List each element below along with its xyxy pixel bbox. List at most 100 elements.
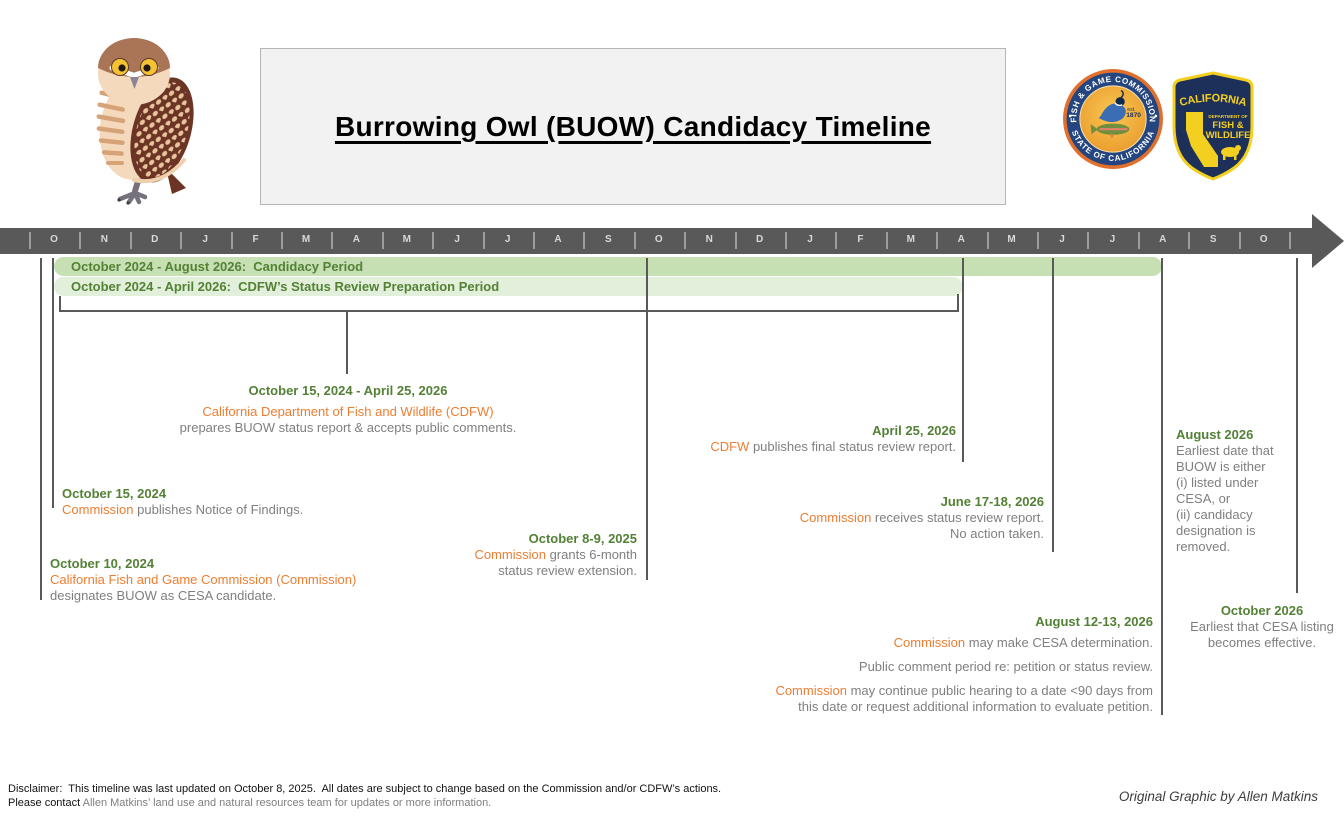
seal-est-text: est.: [1127, 107, 1135, 113]
event-body: No action taken.: [950, 526, 1044, 541]
event-oct-8-9-2025: October 8-9, 2025 Commission grants 6-mo…: [377, 531, 637, 579]
badge-name-line1: FISH &: [1212, 120, 1243, 131]
event-date: October 8-9, 2025: [528, 531, 637, 546]
month-label: M: [906, 234, 915, 245]
month-label: A: [352, 234, 361, 245]
event-body: becomes effective.: [1207, 635, 1317, 650]
text-line: (i) listed under: [1176, 475, 1259, 490]
event-body: Public comment period re: petition or st…: [858, 659, 1153, 674]
event-oct-2026: October 2026 Earliest that CESA listing …: [1168, 603, 1344, 651]
month-tick: [1238, 232, 1241, 249]
month-label: N: [705, 234, 713, 245]
month-tick: [79, 232, 82, 249]
month-label: J: [454, 234, 460, 245]
svg-text:CALIFORNIA: CALIFORNIA: [1178, 92, 1248, 109]
line-apr-25-2026: [962, 258, 964, 462]
prep-period-bar: October 2024 - April 2026: CDFW’s Status…: [54, 277, 963, 296]
burrowing-owl-illustration: [96, 38, 194, 205]
month-label: J: [1109, 234, 1116, 245]
event-body: this date or request additional informat…: [798, 699, 1153, 714]
month-label: D: [755, 234, 764, 245]
month-tick: [734, 232, 737, 249]
text-line: designation is: [1176, 523, 1256, 538]
cdfw-badge: CALIFORNIA DEPARTMENT OF FISH & WILDLIFE: [1172, 71, 1254, 181]
event-apr-25-2026: April 25, 2026 CDFW publishes final stat…: [626, 423, 956, 455]
timeline-axis: [0, 228, 1312, 254]
text-line: (ii) candidacy: [1176, 507, 1253, 522]
month-label: S: [605, 234, 612, 245]
text-line: BUOW is either: [1176, 459, 1266, 474]
month-tick: [482, 232, 485, 249]
month-tick: [230, 232, 233, 249]
month-label: F: [252, 234, 259, 245]
fish-and-game-commission-seal: FISH & GAME COMMISSION STATE OF CALIFORN…: [1063, 69, 1163, 169]
month-label: J: [504, 234, 511, 245]
month-tick: [583, 232, 586, 249]
month-label: J: [1059, 234, 1065, 245]
event-prep-period: October 15, 2024 - April 25, 2026 Califo…: [140, 383, 556, 436]
month-tick: [129, 232, 132, 249]
text-line: Earliest date that: [1176, 443, 1274, 458]
month-label: M: [402, 234, 411, 245]
event-date: October 15, 2024 - April 25, 2026: [248, 383, 448, 398]
month-label: M: [1007, 234, 1016, 245]
owl-beak: [130, 77, 139, 89]
month-tick: [1188, 232, 1191, 249]
month-tick: [885, 232, 888, 249]
event-date: June 17-18, 2026: [940, 494, 1044, 509]
month-label: A: [554, 234, 562, 245]
seal-trout-icon: [1090, 123, 1130, 139]
month-tick: [684, 232, 687, 249]
owl-head: [98, 38, 170, 105]
owl-wing-edge: [132, 158, 186, 183]
event-oct-15-2024: October 15, 2024 Commission publishes No…: [62, 486, 303, 518]
page-title: Burrowing Owl (BUOW) Candidacy Timeline: [334, 110, 932, 142]
disclaimer-line-1: Disclaimer: This timeline was last updat…: [8, 783, 722, 795]
badge-california-shape: [1186, 112, 1218, 167]
bracket-left: [59, 296, 61, 312]
event-date: August 2026: [1176, 427, 1254, 442]
month-label: A: [957, 234, 965, 245]
month-tick: [1037, 232, 1039, 249]
title-box: Burrowing Owl (BUOW) Candidacy Timeline: [260, 48, 1006, 205]
badge-dept-text: DEPARTMENT OF: [1208, 114, 1247, 119]
event-date: October 15, 2024: [62, 486, 167, 501]
event-date: October 10, 2024: [50, 556, 155, 571]
event-body: prepares BUOW status report & accepts pu…: [179, 420, 517, 435]
month-tick: [533, 232, 535, 249]
month-label: N: [100, 234, 109, 245]
event-body: Commission receives status review report…: [799, 510, 1044, 525]
candidacy-period-label: October 2024 - August 2026: Candidacy Pe…: [71, 259, 364, 274]
month-label: D: [151, 234, 159, 245]
month-label: A: [1159, 234, 1167, 245]
month-label: F: [857, 234, 864, 245]
month-tick: [331, 232, 334, 249]
badge-state-text: CALIFORNIA: [1178, 92, 1248, 109]
seal-year-text: 1870: [1126, 112, 1141, 119]
month-tick: [432, 232, 435, 249]
month-tick: [29, 232, 31, 249]
event-body: status review extension.: [498, 563, 637, 578]
disclaimer-line-2: Please contact Allen Matkins’ land use a…: [8, 797, 492, 809]
badge-bear-icon: [1221, 145, 1241, 160]
event-body: Commission publishes Notice of Findings.: [62, 502, 304, 517]
line-oct-2026: [1296, 258, 1298, 593]
timeline-arrowhead: [1312, 214, 1344, 268]
event-org: California Fish and Game Commission (Com…: [50, 572, 357, 587]
month-tick: [381, 232, 384, 249]
event-date: August 12-13, 2026: [1035, 614, 1153, 629]
month-tick: [281, 232, 283, 249]
owl-wing: [130, 77, 194, 183]
month-tick: [986, 232, 989, 249]
line-jun-17-18-2026: [1052, 258, 1054, 552]
event-aug-12-13-2026: August 12-13, 2026 Commission may make C…: [713, 614, 1153, 715]
month-label: S: [1209, 234, 1217, 245]
month-tick: [936, 232, 939, 249]
candidacy-period-bar: October 2024 - August 2026: Candidacy Pe…: [54, 257, 1162, 276]
event-date: April 25, 2026: [872, 423, 956, 438]
event-body: Commission may continue public hearing t…: [775, 683, 1153, 698]
bracket-right: [957, 294, 959, 312]
month-label: J: [202, 234, 208, 245]
line-oct-8-9-2025: [646, 258, 648, 580]
